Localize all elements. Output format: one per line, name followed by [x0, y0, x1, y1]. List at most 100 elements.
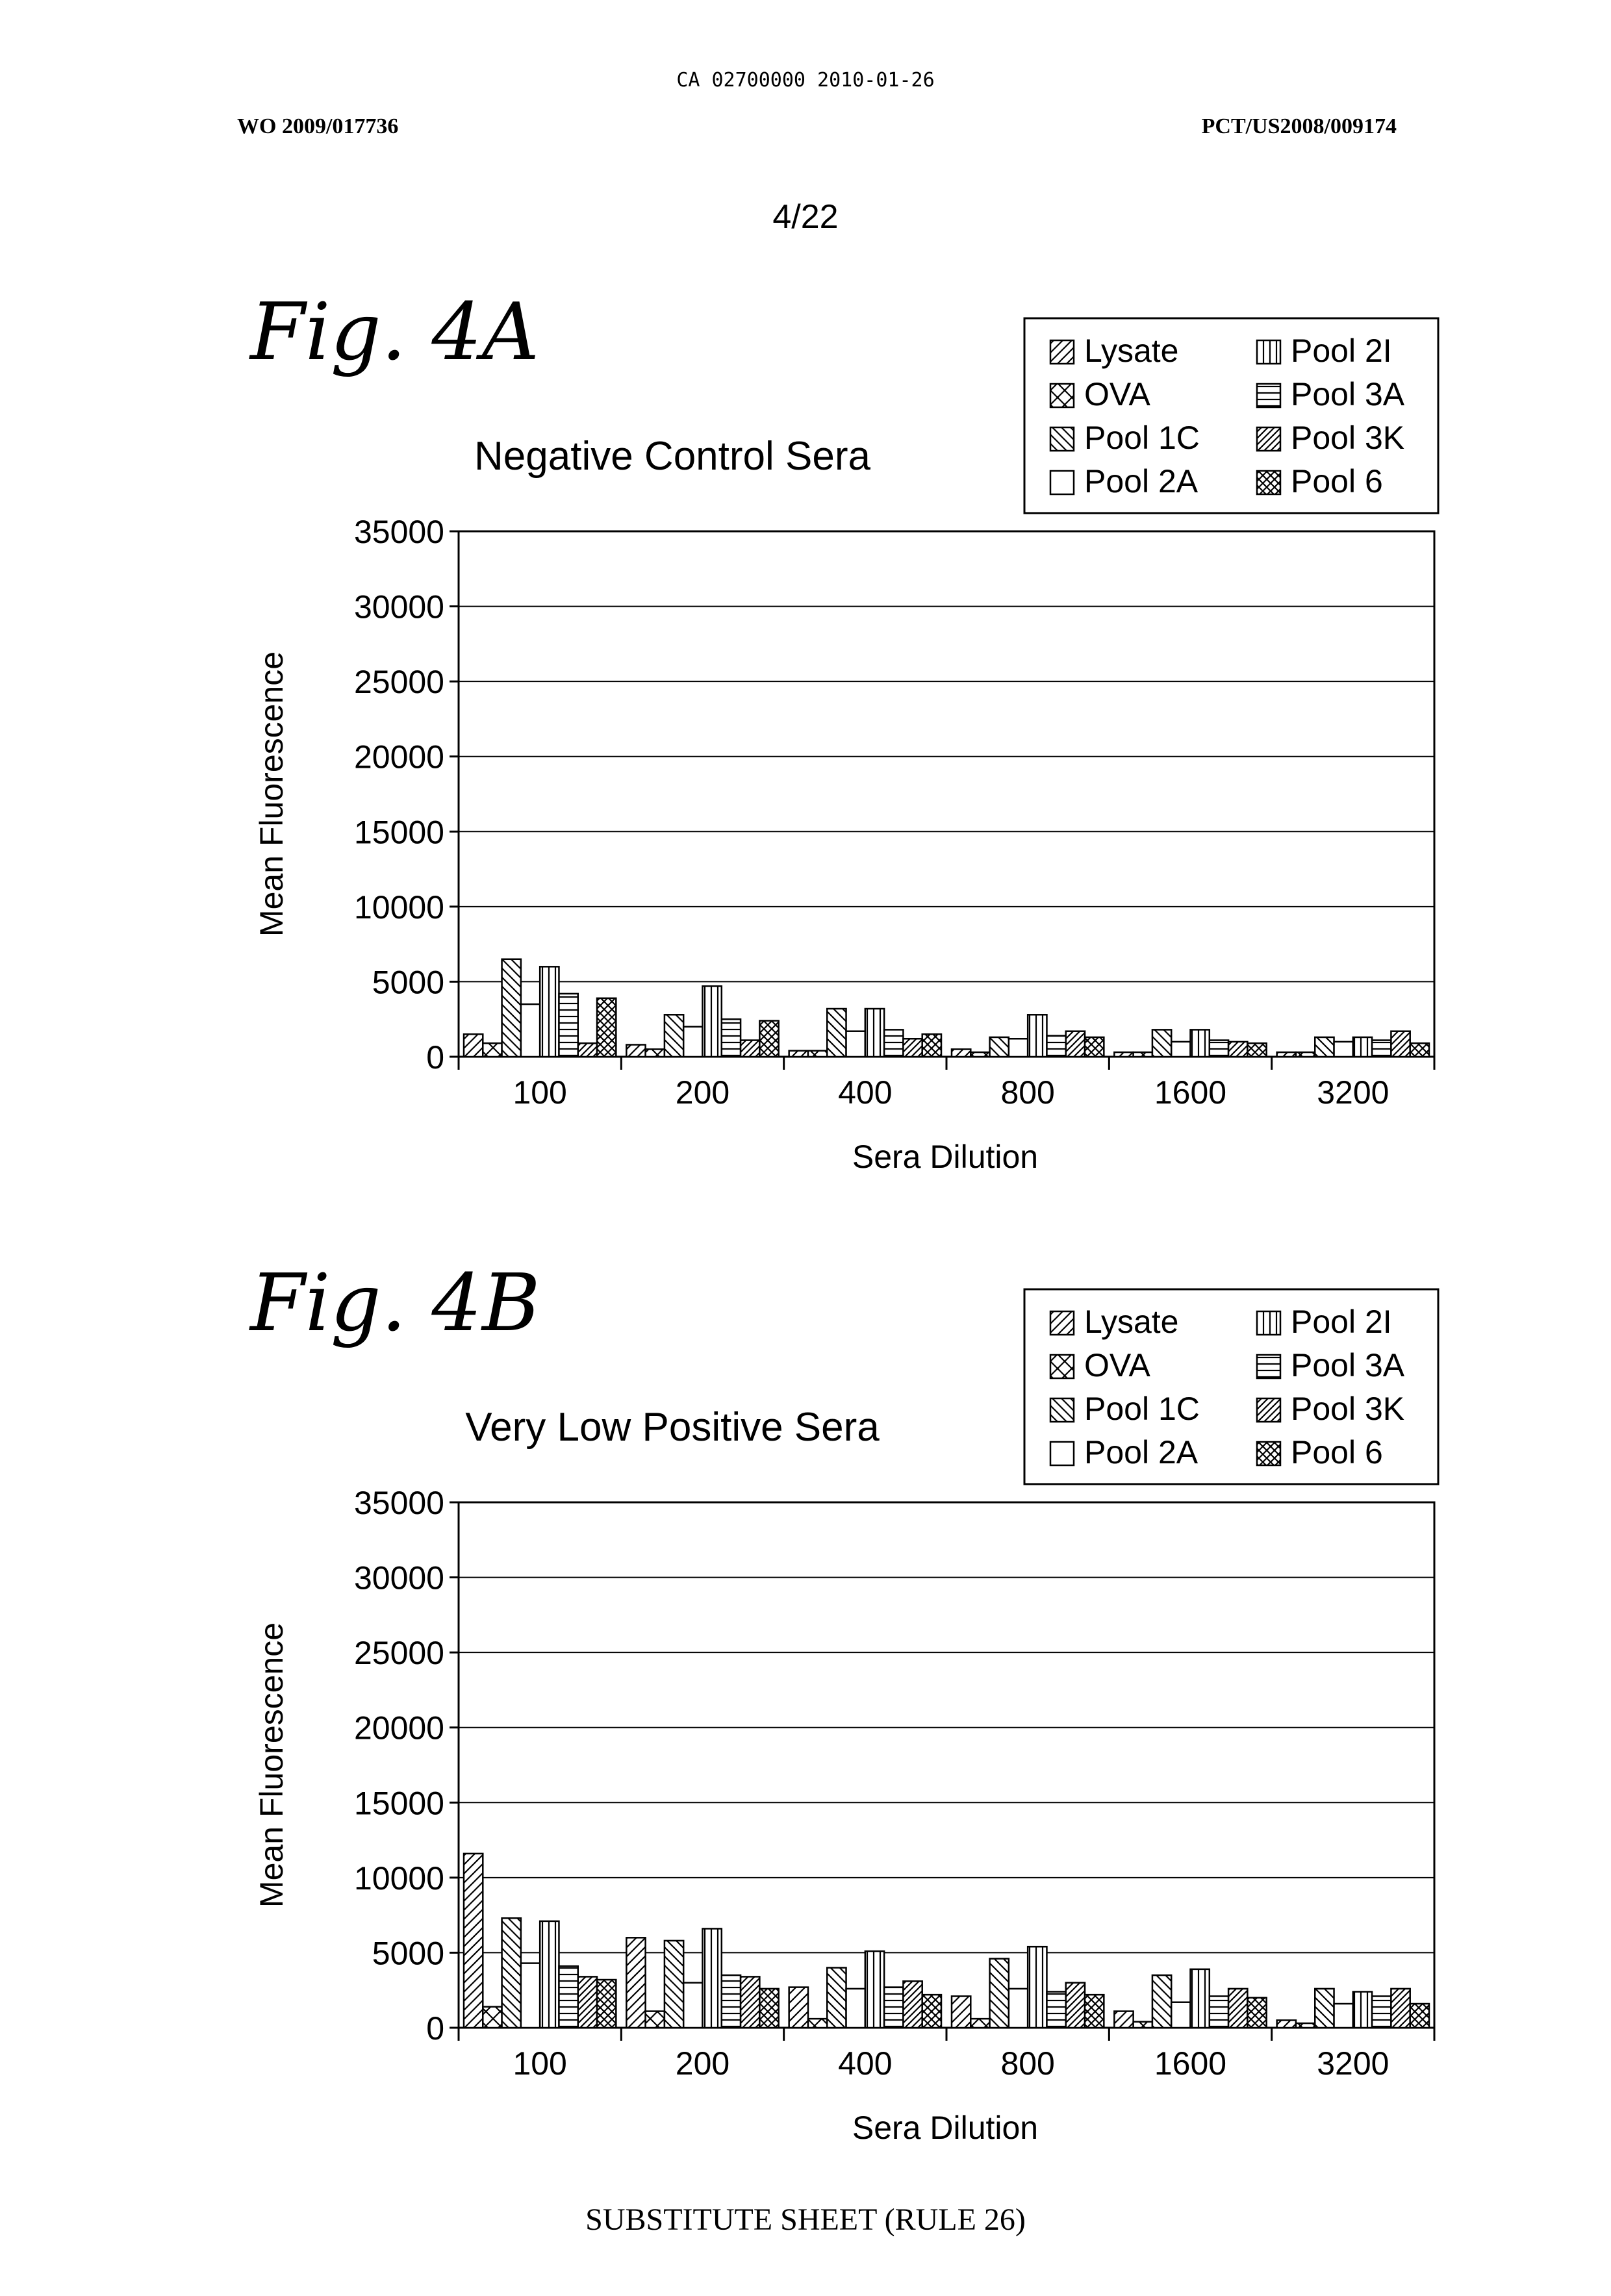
bar-pool-3a-3200	[1372, 1041, 1391, 1057]
y-tick-label: 30000	[354, 1560, 444, 1596]
legend-swatch	[1050, 340, 1074, 364]
bar-pool-2i-100	[540, 1921, 559, 2028]
bar-lysate-800	[952, 1049, 970, 1057]
bar-pool-3a-800	[1047, 1992, 1065, 2028]
x-tick-label: 1600	[1154, 2045, 1226, 2082]
bar-ova-3200	[1296, 2023, 1315, 2028]
bar-pool-3k-800	[1066, 1031, 1085, 1057]
bar-lysate-400	[789, 1987, 808, 2028]
bar-pool-2i-400	[865, 1009, 884, 1057]
bar-pool-2a-1600	[1171, 2002, 1190, 2028]
bar-pool-6-200	[759, 1021, 778, 1057]
legend-swatch	[1050, 1355, 1074, 1378]
bar-pool-1c-400	[827, 1968, 846, 2028]
bar-pool-6-1600	[1247, 1998, 1266, 2028]
legend-swatch	[1050, 1398, 1074, 1422]
x-tick-label: 800	[1000, 1074, 1054, 1111]
bar-ova-200	[646, 1049, 665, 1057]
legend-label: Pool 6	[1291, 1434, 1383, 1470]
bar-pool-6-3200	[1410, 2004, 1429, 2028]
bar-pool-3a-400	[884, 1029, 903, 1057]
bar-pool-1c-1600	[1152, 1029, 1171, 1057]
bar-pool-2a-100	[521, 1004, 540, 1057]
footer-note: SUBSTITUTE SHEET (RULE 26)	[0, 2202, 1611, 2238]
legend-label: Pool 2A	[1084, 1434, 1199, 1470]
legend-swatch	[1257, 1355, 1280, 1378]
x-tick-label: 800	[1000, 2045, 1054, 2082]
bar-pool-3k-1600	[1228, 1042, 1247, 1057]
bar-pool-6-3200	[1410, 1043, 1429, 1057]
bar-pool-1c-100	[502, 959, 521, 1057]
legend: LysateOVAPool 1CPool 2APool 2IPool 3APoo…	[1024, 318, 1438, 513]
bar-pool-3k-800	[1066, 1983, 1085, 2028]
bar-pool-2a-400	[846, 1989, 865, 2028]
bar-pool-3a-100	[559, 1966, 577, 2028]
bar-pool-3k-400	[903, 1981, 922, 2028]
legend-swatch	[1050, 471, 1074, 494]
bar-pool-1c-200	[665, 1015, 683, 1057]
bar-pool-1c-100	[502, 1918, 521, 2028]
legend-label: Pool 2I	[1291, 333, 1392, 369]
bar-lysate-800	[952, 1996, 970, 2028]
y-tick-label: 20000	[354, 1710, 444, 1747]
bar-pool-2i-400	[865, 1951, 884, 2028]
bar-pool-3a-1600	[1210, 1041, 1228, 1057]
y-tick-label: 35000	[354, 514, 444, 550]
bar-ova-800	[970, 2019, 989, 2028]
bar-lysate-200	[626, 1045, 645, 1057]
y-tick-label: 0	[426, 1039, 444, 1076]
bar-pool-6-400	[922, 1995, 941, 2028]
bar-pool-3k-200	[741, 1041, 759, 1057]
bar-lysate-3200	[1277, 2020, 1296, 2028]
legend-label: Pool 3K	[1291, 420, 1404, 456]
publication-number: WO 2009/017736	[237, 114, 398, 139]
y-tick-label: 10000	[354, 1860, 444, 1897]
x-tick-label: 400	[838, 2045, 892, 2082]
bar-pool-2a-3200	[1334, 2004, 1353, 2028]
y-axis-label: Mean Fluorescence	[253, 1622, 290, 1908]
legend-swatch	[1257, 427, 1280, 451]
bar-pool-2a-400	[846, 1031, 865, 1057]
bar-pool-6-1600	[1247, 1043, 1266, 1057]
legend-label: Pool 1C	[1084, 1391, 1200, 1427]
x-tick-label: 100	[513, 2045, 566, 2082]
x-tick-label: 1600	[1154, 1074, 1226, 1111]
bar-ova-100	[483, 1043, 501, 1057]
legend-label: Pool 3K	[1291, 1391, 1404, 1427]
legend-swatch	[1050, 1442, 1074, 1465]
legend-label: Lysate	[1084, 1304, 1178, 1340]
bar-pool-2i-100	[540, 966, 559, 1057]
legend-swatch	[1257, 340, 1280, 364]
y-tick-label: 25000	[354, 664, 444, 700]
legend-swatch	[1050, 1311, 1074, 1335]
bar-pool-1c-1600	[1152, 1975, 1171, 2028]
document-id-line: CA 02700000 2010-01-26	[0, 69, 1611, 92]
bar-pool-3k-3200	[1391, 1031, 1410, 1057]
bar-pool-6-200	[759, 1989, 778, 2028]
bar-pool-2a-800	[1009, 1989, 1028, 2028]
legend-label: Pool 3A	[1291, 376, 1405, 412]
y-tick-label: 5000	[372, 1935, 444, 1971]
y-tick-label: 25000	[354, 1635, 444, 1671]
legend-swatch	[1257, 384, 1280, 407]
bar-pool-3a-200	[722, 1975, 741, 2028]
bar-pool-3k-100	[578, 1043, 597, 1057]
bar-pool-3k-3200	[1391, 1989, 1410, 2028]
bar-pool-6-400	[922, 1034, 941, 1057]
bar-ova-400	[808, 2019, 827, 2028]
legend-swatch	[1257, 471, 1280, 494]
chart-title: Very Low Positive Sera	[465, 1405, 880, 1450]
x-tick-label: 3200	[1317, 1074, 1389, 1111]
x-tick-label: 3200	[1317, 2045, 1389, 2082]
y-tick-label: 30000	[354, 589, 444, 625]
y-tick-label: 10000	[354, 889, 444, 926]
chart-title: Negative Control Sera	[474, 434, 870, 479]
plot-area	[459, 531, 1434, 1057]
y-tick-label: 15000	[354, 1785, 444, 1821]
bar-pool-2a-3200	[1334, 1042, 1353, 1057]
bar-ova-100	[483, 2007, 501, 2028]
bar-pool-1c-800	[990, 1037, 1009, 1057]
bar-pool-1c-3200	[1315, 1989, 1334, 2028]
bar-pool-3a-100	[559, 994, 577, 1057]
bar-pool-3a-400	[884, 1987, 903, 2028]
